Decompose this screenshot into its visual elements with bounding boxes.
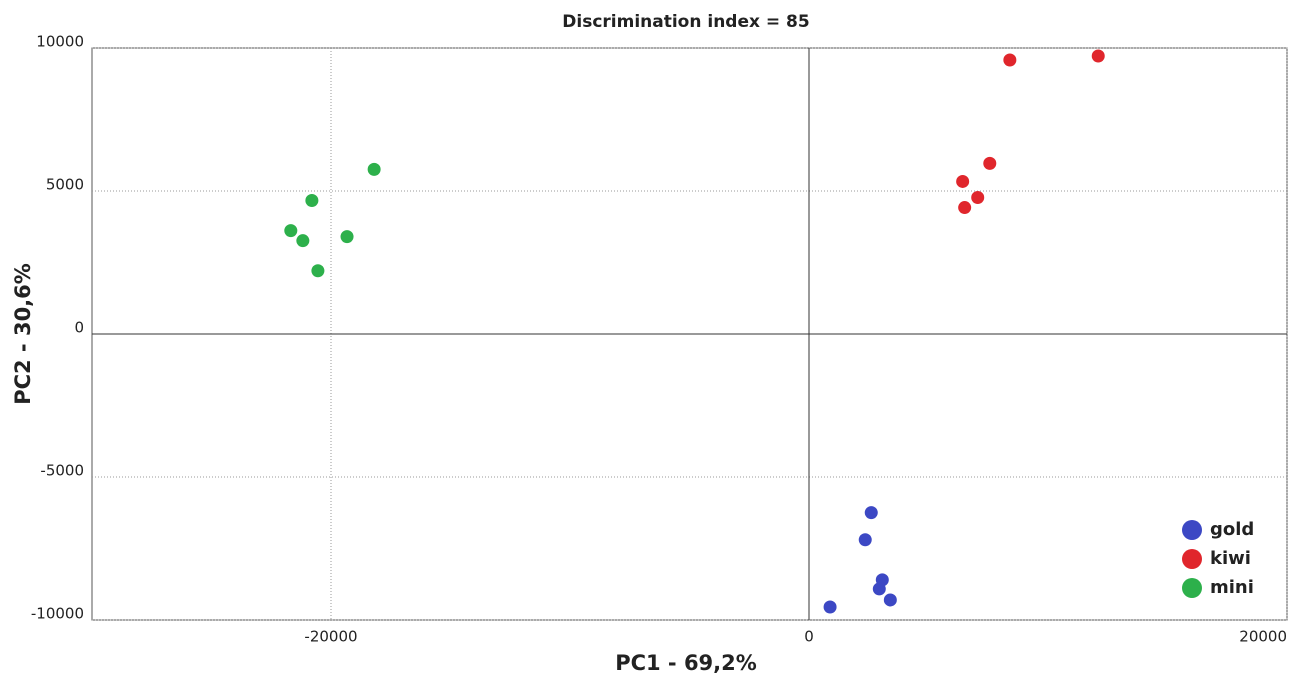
legend-swatch: [1182, 578, 1202, 598]
legend-label: kiwi: [1210, 548, 1251, 569]
x-tick-label: 20000: [1239, 628, 1287, 646]
legend-swatch: [1182, 520, 1202, 540]
point: [367, 162, 381, 176]
x-axis-label: PC1 - 69,2%: [615, 651, 757, 675]
point: [858, 533, 872, 547]
point: [1003, 53, 1017, 67]
legend-label: gold: [1210, 519, 1254, 540]
x-tick-label: 0: [804, 628, 814, 646]
legend-swatch: [1182, 549, 1202, 569]
point: [958, 201, 972, 215]
point: [883, 593, 897, 607]
legend-label: mini: [1210, 577, 1254, 598]
y-tick-label: -10000: [31, 605, 84, 623]
point: [305, 194, 319, 208]
chart-title: Discrimination index = 85: [562, 12, 809, 32]
point: [296, 234, 310, 248]
point: [983, 156, 997, 170]
y-tick-label: 10000: [36, 33, 84, 51]
point: [311, 264, 325, 278]
y-tick-label: 5000: [46, 176, 84, 194]
point: [823, 600, 837, 614]
point: [971, 191, 985, 205]
point: [1091, 49, 1105, 63]
x-tick-label: -20000: [304, 628, 357, 646]
point: [284, 224, 298, 238]
point: [872, 582, 886, 596]
y-axis-label: PC2 - 30,6%: [11, 263, 35, 405]
point: [340, 230, 354, 244]
y-tick-label: 0: [74, 319, 84, 337]
y-tick-label: -5000: [40, 462, 84, 480]
point: [956, 174, 970, 188]
point: [864, 506, 878, 520]
